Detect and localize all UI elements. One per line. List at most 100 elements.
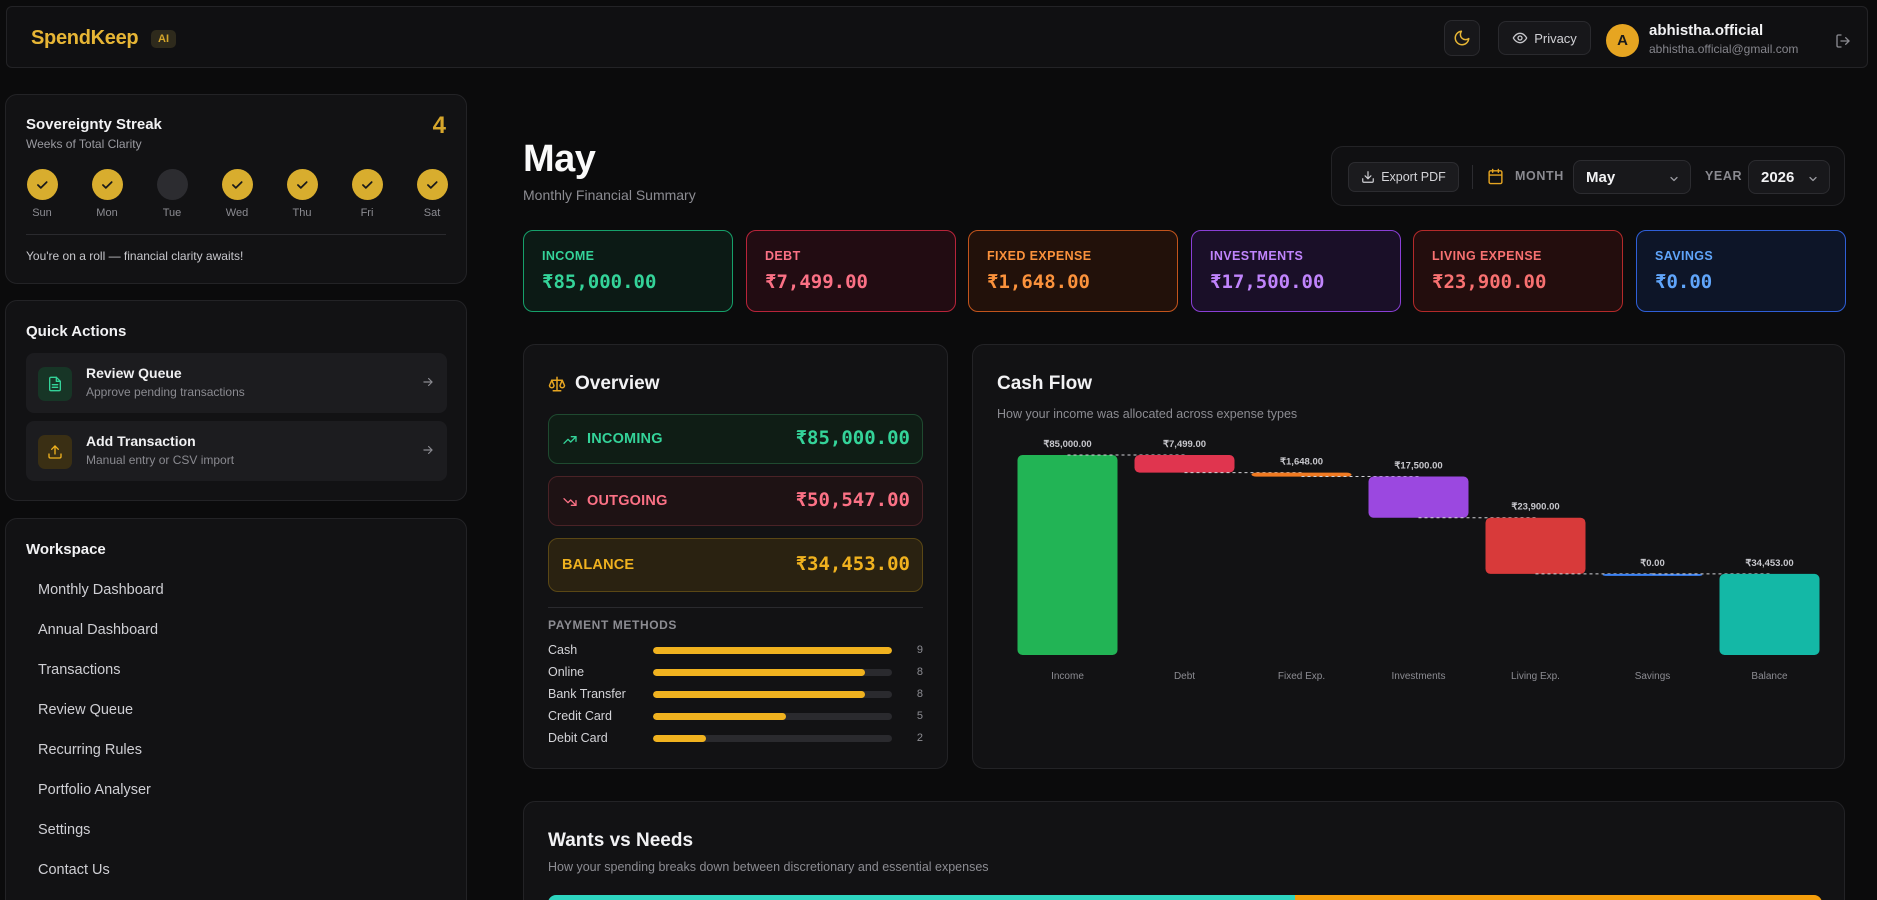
day-label: Fri [360, 207, 374, 219]
cash-flow-bar [1251, 472, 1352, 477]
month-label: MONTH [1515, 169, 1564, 183]
nav-portfolio-analyser[interactable]: Portfolio Analyser [38, 782, 151, 798]
stat-card-debt: DEBT ₹7,499.00 [746, 230, 956, 312]
payment-method-count: 8 [916, 688, 923, 700]
stat-card-living-expense: LIVING EXPENSE ₹23,900.00 [1413, 230, 1623, 312]
action-subtitle: Manual entry or CSV import [86, 453, 235, 467]
stat-label: INCOME [542, 249, 595, 263]
check-icon [91, 169, 123, 200]
workspace-nav: Workspace Monthly Dashboard Annual Dashb… [5, 518, 467, 900]
nav-review-queue[interactable]: Review Queue [38, 702, 134, 718]
payment-method-name: Cash [548, 643, 578, 657]
day-label: Sat [423, 207, 441, 219]
brand-logo[interactable]: SpendKeep [31, 27, 139, 49]
streak-message: You're on a roll — financial clarity awa… [26, 249, 244, 263]
check-icon [416, 169, 448, 200]
nav-recurring-rules[interactable]: Recurring Rules [38, 742, 142, 758]
outgoing-row: OUTGOING ₹50,547.00 [548, 476, 923, 526]
payment-methods-title: PAYMENT METHODS [548, 618, 678, 632]
download-icon [1362, 171, 1375, 183]
quick-actions-card: Quick Actions Review Queue Approve pendi… [5, 300, 467, 501]
user-email: abhistha.official@gmail.com [1649, 42, 1799, 56]
day-label: Wed [225, 207, 249, 219]
streak-day: Mon [91, 169, 123, 219]
action-title: Review Queue [86, 365, 182, 381]
avatar[interactable]: A [1606, 24, 1639, 57]
bar-value-label: ₹0.00 [1640, 558, 1665, 569]
action-title: Add Transaction [86, 433, 196, 449]
stat-value: ₹7,499.00 [765, 271, 868, 293]
wants-title: Wants vs Needs [548, 830, 694, 851]
nav-transactions[interactable]: Transactions [38, 662, 121, 678]
wants-needs-segment [1294, 895, 1822, 900]
cash-flow-card: Cash Flow How your income was allocated … [972, 344, 1845, 769]
payment-method-fill [653, 669, 866, 676]
arrow-right-icon [423, 445, 433, 455]
user-name: abhistha.official [1649, 22, 1764, 39]
category-tick-label: Debt [1174, 671, 1195, 682]
payment-method-fill [653, 713, 786, 720]
category-tick-label: Living Exp. [1511, 671, 1560, 682]
trending-down-icon [563, 498, 577, 506]
payment-method-row: Bank Transfer 8 [548, 687, 923, 701]
cash-flow-chart: ₹85,000.00 Income ₹7,499.00 Debt ₹1,648.00 Fi… [1017, 439, 1820, 682]
nav-monthly-dashboard[interactable]: Monthly Dashboard [38, 582, 164, 598]
balance-label: BALANCE [562, 557, 635, 573]
category-tick-label: Fixed Exp. [1278, 671, 1325, 682]
check-icon [286, 169, 318, 200]
add-transaction-action[interactable]: Add Transaction Manual entry or CSV impo… [26, 421, 447, 481]
moon-icon [1454, 30, 1470, 46]
payment-method-name: Online [548, 665, 585, 679]
theme-toggle-button[interactable] [1444, 20, 1480, 56]
nav-settings[interactable]: Settings [38, 822, 91, 838]
streak-card: Sovereignty Streak Weeks of Total Clarit… [5, 94, 467, 284]
stat-value: ₹1,648.00 [987, 271, 1090, 293]
cash-flow-bar [1368, 476, 1469, 518]
calendar-icon [1488, 168, 1503, 185]
action-subtitle: Approve pending transactions [86, 385, 245, 399]
balance-row: BALANCE ₹34,453.00 [548, 538, 923, 592]
nav-contact-us[interactable]: Contact Us [38, 862, 110, 878]
year-value: 2026 [1761, 169, 1795, 186]
cash-flow-bar [1134, 455, 1235, 473]
year-label: YEAR [1705, 169, 1743, 183]
bar-value-label: ₹85,000.00 [1043, 439, 1091, 450]
wants-vs-needs-card: Wants vs Needs How your spending breaks … [523, 801, 1845, 900]
payment-method-fill [653, 735, 707, 742]
bar-value-label: ₹1,648.00 [1280, 457, 1323, 468]
year-select[interactable]: 2026 [1748, 160, 1830, 194]
streak-day: Wed [221, 169, 253, 219]
stat-card-income: INCOME ₹85,000.00 [523, 230, 733, 312]
streak-day: Fri [351, 169, 383, 219]
chevron-down-icon [1809, 176, 1817, 182]
payment-method-row: Cash 9 [548, 643, 923, 657]
payment-method-bar [653, 647, 892, 654]
logout-button[interactable] [1835, 33, 1851, 54]
wants-needs-bar [548, 895, 1822, 900]
stat-label: FIXED EXPENSE [987, 249, 1092, 263]
scale-icon [548, 376, 566, 392]
month-select[interactable]: May [1573, 160, 1691, 194]
payment-method-fill [653, 647, 892, 654]
stat-card-savings: SAVINGS ₹0.00 [1636, 230, 1846, 312]
payment-method-row: Debit Card 2 [548, 731, 923, 745]
streak-title: Sovereignty Streak [26, 116, 162, 133]
eye-icon [1512, 32, 1528, 44]
cash-flow-bar [1485, 517, 1586, 574]
stat-label: LIVING EXPENSE [1432, 249, 1542, 263]
check-icon [221, 169, 253, 200]
wants-needs-segment [548, 895, 1295, 900]
cash-flow-bar [1017, 455, 1118, 655]
privacy-button[interactable]: Privacy [1498, 21, 1591, 55]
upload-icon [38, 435, 72, 469]
review-queue-action[interactable]: Review Queue Approve pending transaction… [26, 353, 447, 413]
streak-day: Tue [156, 169, 188, 219]
incoming-row: INCOMING ₹85,000.00 [548, 414, 923, 464]
streak-subtitle: Weeks of Total Clarity [26, 137, 142, 151]
nav-annual-dashboard[interactable]: Annual Dashboard [38, 622, 159, 638]
outgoing-value: ₹50,547.00 [795, 489, 910, 511]
arrow-right-icon [423, 377, 433, 387]
payment-method-fill [653, 691, 866, 698]
streak-count: 4 [432, 112, 446, 139]
export-pdf-button[interactable]: Export PDF [1348, 162, 1459, 192]
